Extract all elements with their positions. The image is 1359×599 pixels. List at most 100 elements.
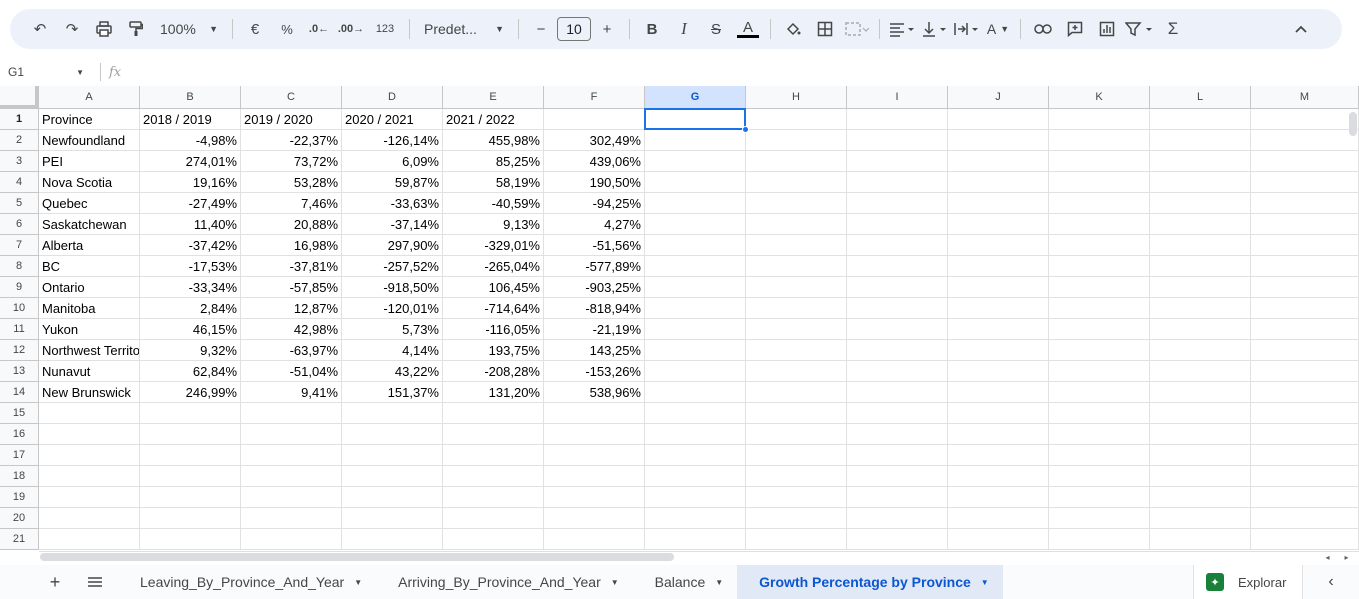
row-header[interactable]: 8 [0,256,39,277]
cell-f11[interactable]: -21,19% [544,319,645,340]
cell-l8[interactable] [1150,256,1251,277]
row-header[interactable]: 18 [0,466,39,487]
cell-h12[interactable] [746,340,847,361]
cell-k5[interactable] [1049,193,1150,214]
chevron-down-icon[interactable]: ▼ [715,577,724,587]
cell-m10[interactable] [1251,298,1359,319]
cell-k16[interactable] [1049,424,1150,445]
cell-f2[interactable]: 302,49% [544,130,645,151]
cell-l11[interactable] [1150,319,1251,340]
cell-j8[interactable] [948,256,1049,277]
print-icon[interactable] [90,15,118,43]
cell-j15[interactable] [948,403,1049,424]
column-header-d[interactable]: D [342,86,443,109]
cell-g18[interactable] [645,466,746,487]
cell-d1[interactable]: 2020 / 2021 [342,109,443,130]
cell-i7[interactable] [847,235,948,256]
cell-g4[interactable] [645,172,746,193]
cell-j13[interactable] [948,361,1049,382]
cell-j19[interactable] [948,487,1049,508]
redo-icon[interactable]: ↷ [65,21,79,38]
cell-b1[interactable]: 2018 / 2019 [140,109,241,130]
cell-k15[interactable] [1049,403,1150,424]
chevron-down-icon[interactable]: ▼ [610,577,619,587]
cell-l20[interactable] [1150,508,1251,529]
increase-decimal-button[interactable]: .00 → [337,15,365,43]
cell-d9[interactable]: -918,50% [342,277,443,298]
cell-l21[interactable] [1150,529,1251,550]
cell-j7[interactable] [948,235,1049,256]
borders-icon[interactable] [811,15,839,43]
cell-b4[interactable]: 19,16% [140,172,241,193]
cell-a2[interactable]: Newfoundland [39,130,140,151]
cell-e13[interactable]: -208,28% [443,361,544,382]
cell-j3[interactable] [948,151,1049,172]
cell-d2[interactable]: -126,14% [342,130,443,151]
row-header[interactable]: 14 [0,382,39,403]
cell-m19[interactable] [1251,487,1359,508]
vertical-scrollbar[interactable] [1349,112,1357,136]
cell-h2[interactable] [746,130,847,151]
cell-f6[interactable]: 4,27% [544,214,645,235]
sheet-tab[interactable]: Arriving_By_Province_And_Year ▼ [376,565,633,599]
cell-i16[interactable] [847,424,948,445]
cell-b2[interactable]: -4,98% [140,130,241,151]
column-header-c[interactable]: C [241,86,342,109]
cell-l16[interactable] [1150,424,1251,445]
cell-i14[interactable] [847,382,948,403]
column-header-f[interactable]: F [544,86,645,109]
column-header-e[interactable]: E [443,86,544,109]
scroll-left-icon[interactable]: ◂ [1325,552,1330,562]
cell-g6[interactable] [645,214,746,235]
cell-b12[interactable]: 9,32% [140,340,241,361]
cell-a1[interactable]: Province [39,109,140,130]
cell-f3[interactable]: 439,06% [544,151,645,172]
cell-b16[interactable] [140,424,241,445]
cell-c16[interactable] [241,424,342,445]
cell-g3[interactable] [645,151,746,172]
cell-d11[interactable]: 5,73% [342,319,443,340]
cell-e10[interactable]: -714,64% [443,298,544,319]
cell-f10[interactable]: -818,94% [544,298,645,319]
cell-j12[interactable] [948,340,1049,361]
cell-k1[interactable] [1049,109,1150,130]
decrease-decimal-button[interactable]: .0 ← [305,15,333,43]
cell-i9[interactable] [847,277,948,298]
row-header[interactable]: 4 [0,172,39,193]
cell-e1[interactable]: 2021 / 2022 [443,109,544,130]
cell-a17[interactable] [39,445,140,466]
fill-color-icon[interactable] [779,15,807,43]
cell-d8[interactable]: -257,52% [342,256,443,277]
cell-m11[interactable] [1251,319,1359,340]
cell-i11[interactable] [847,319,948,340]
cell-b21[interactable] [140,529,241,550]
row-header[interactable]: 6 [0,214,39,235]
sheet-tab[interactable]: Leaving_By_Province_And_Year ▼ [118,565,376,599]
cell-g17[interactable] [645,445,746,466]
cell-m12[interactable] [1251,340,1359,361]
cell-k18[interactable] [1049,466,1150,487]
cell-c13[interactable]: -51,04% [241,361,342,382]
cell-g14[interactable] [645,382,746,403]
cell-i19[interactable] [847,487,948,508]
cell-m1[interactable] [1251,109,1359,130]
cell-b13[interactable]: 62,84% [140,361,241,382]
cell-k12[interactable] [1049,340,1150,361]
cell-l2[interactable] [1150,130,1251,151]
cell-k11[interactable] [1049,319,1150,340]
cell-f18[interactable] [544,466,645,487]
cell-k17[interactable] [1049,445,1150,466]
strikethrough-button[interactable]: S [710,20,721,38]
cell-c3[interactable]: 73,72% [241,151,342,172]
functions-icon[interactable]: Σ [1167,19,1179,38]
column-header-a[interactable]: A [39,86,140,109]
cell-g15[interactable] [645,403,746,424]
cell-b11[interactable]: 46,15% [140,319,241,340]
cell-a9[interactable]: Ontario [39,277,140,298]
cell-e17[interactable] [443,445,544,466]
fill-handle[interactable] [742,126,749,133]
cell-d21[interactable] [342,529,443,550]
cell-m21[interactable] [1251,529,1359,550]
column-header-m[interactable]: M [1251,86,1359,109]
select-all-corner[interactable] [0,86,39,109]
